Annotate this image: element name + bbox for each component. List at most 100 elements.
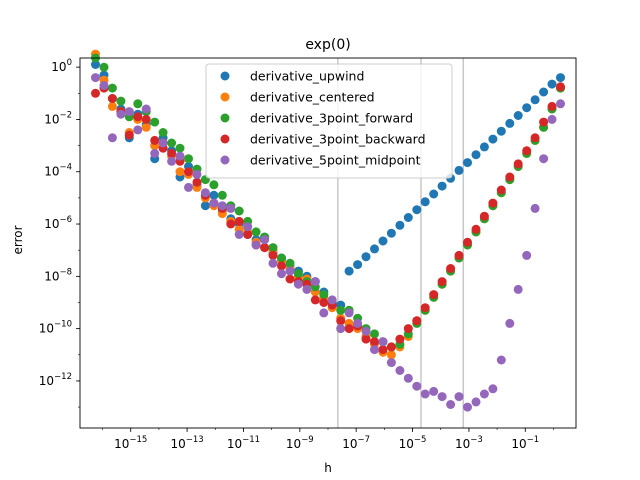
legend-box [205,63,453,179]
data-point [513,111,523,120]
data-point [150,135,160,145]
data-point [386,350,396,360]
data-point [124,107,134,117]
data-point [310,277,320,287]
data-point [539,154,549,164]
legend-label: derivative_5point_midpoint [250,153,421,168]
x-tick-label: 10−9 [286,435,314,451]
y-tick-label: 10−4 [44,163,72,179]
data-point [479,211,489,221]
data-point [471,397,481,407]
legend-marker [220,134,230,144]
data-point [454,392,464,402]
legend-label: derivative_3point_forward [250,111,413,126]
data-point [429,290,439,300]
data-point [133,125,143,135]
data-point [344,324,354,334]
data-point [463,158,472,168]
y-tick-label: 100 [51,58,72,74]
data-point [505,318,515,328]
data-point [488,198,498,208]
data-point [378,345,388,355]
data-point [522,146,532,156]
data-point [420,303,430,313]
data-point [285,258,295,268]
data-point [175,143,185,153]
data-point [243,230,253,239]
data-point [513,284,523,294]
data-point [268,258,278,268]
data-point [99,62,109,72]
data-point [167,148,177,158]
data-point [184,167,193,177]
data-point [175,167,185,177]
data-point [319,290,329,300]
data-point [420,389,430,399]
data-point [454,250,464,260]
data-point [268,243,278,253]
y-tick-label: 10−10 [39,320,72,336]
data-point [505,172,515,182]
data-point [91,88,100,98]
data-point [116,96,126,106]
data-point [403,373,413,383]
data-point [310,295,320,305]
data-point [107,83,117,93]
legend-marker [220,92,230,102]
data-point [285,274,295,284]
data-point [412,205,422,215]
data-point [505,118,515,128]
data-point [344,266,354,276]
data-point [446,400,456,409]
data-point [420,197,430,207]
data-point [496,126,506,136]
data-point [209,180,219,190]
data-point [370,329,379,339]
data-point [167,138,177,148]
data-point [327,295,337,305]
data-point [513,159,523,169]
data-point [395,366,405,375]
data-point [378,236,388,246]
chart-title: exp(0) [305,37,350,53]
data-point [530,95,540,105]
data-point [200,188,210,198]
data-point [336,324,346,334]
data-point [386,342,396,352]
data-point [217,201,227,211]
data-point [344,308,354,318]
data-point [336,305,346,315]
data-point [479,142,489,152]
data-point [488,134,498,144]
x-tick-label: 10−15 [114,435,147,451]
data-point [209,190,219,200]
data-point [403,213,413,222]
data-point [91,60,100,69]
legend-marker [220,155,230,165]
data-point [353,260,363,270]
data-point [192,169,202,179]
data-point [479,389,489,399]
data-point [107,94,117,103]
x-tick-label: 10−13 [170,435,203,451]
y-tick-label: 10−2 [44,110,72,126]
data-point [277,261,286,271]
data-point [217,190,227,200]
legend-label: derivative_3point_backward [250,132,426,147]
x-tick-label: 10−7 [342,435,370,451]
y-tick-label: 10−6 [44,215,72,231]
data-point [429,386,439,396]
data-point [361,252,371,262]
legend-marker [220,113,230,123]
data-point [539,117,549,127]
data-point [251,240,261,250]
data-point [547,114,557,124]
data-point [260,243,270,253]
data-point [184,182,193,192]
data-point [437,392,447,402]
data-point [234,230,244,239]
data-point [437,277,447,287]
data-point [386,358,396,368]
data-point [107,101,117,111]
